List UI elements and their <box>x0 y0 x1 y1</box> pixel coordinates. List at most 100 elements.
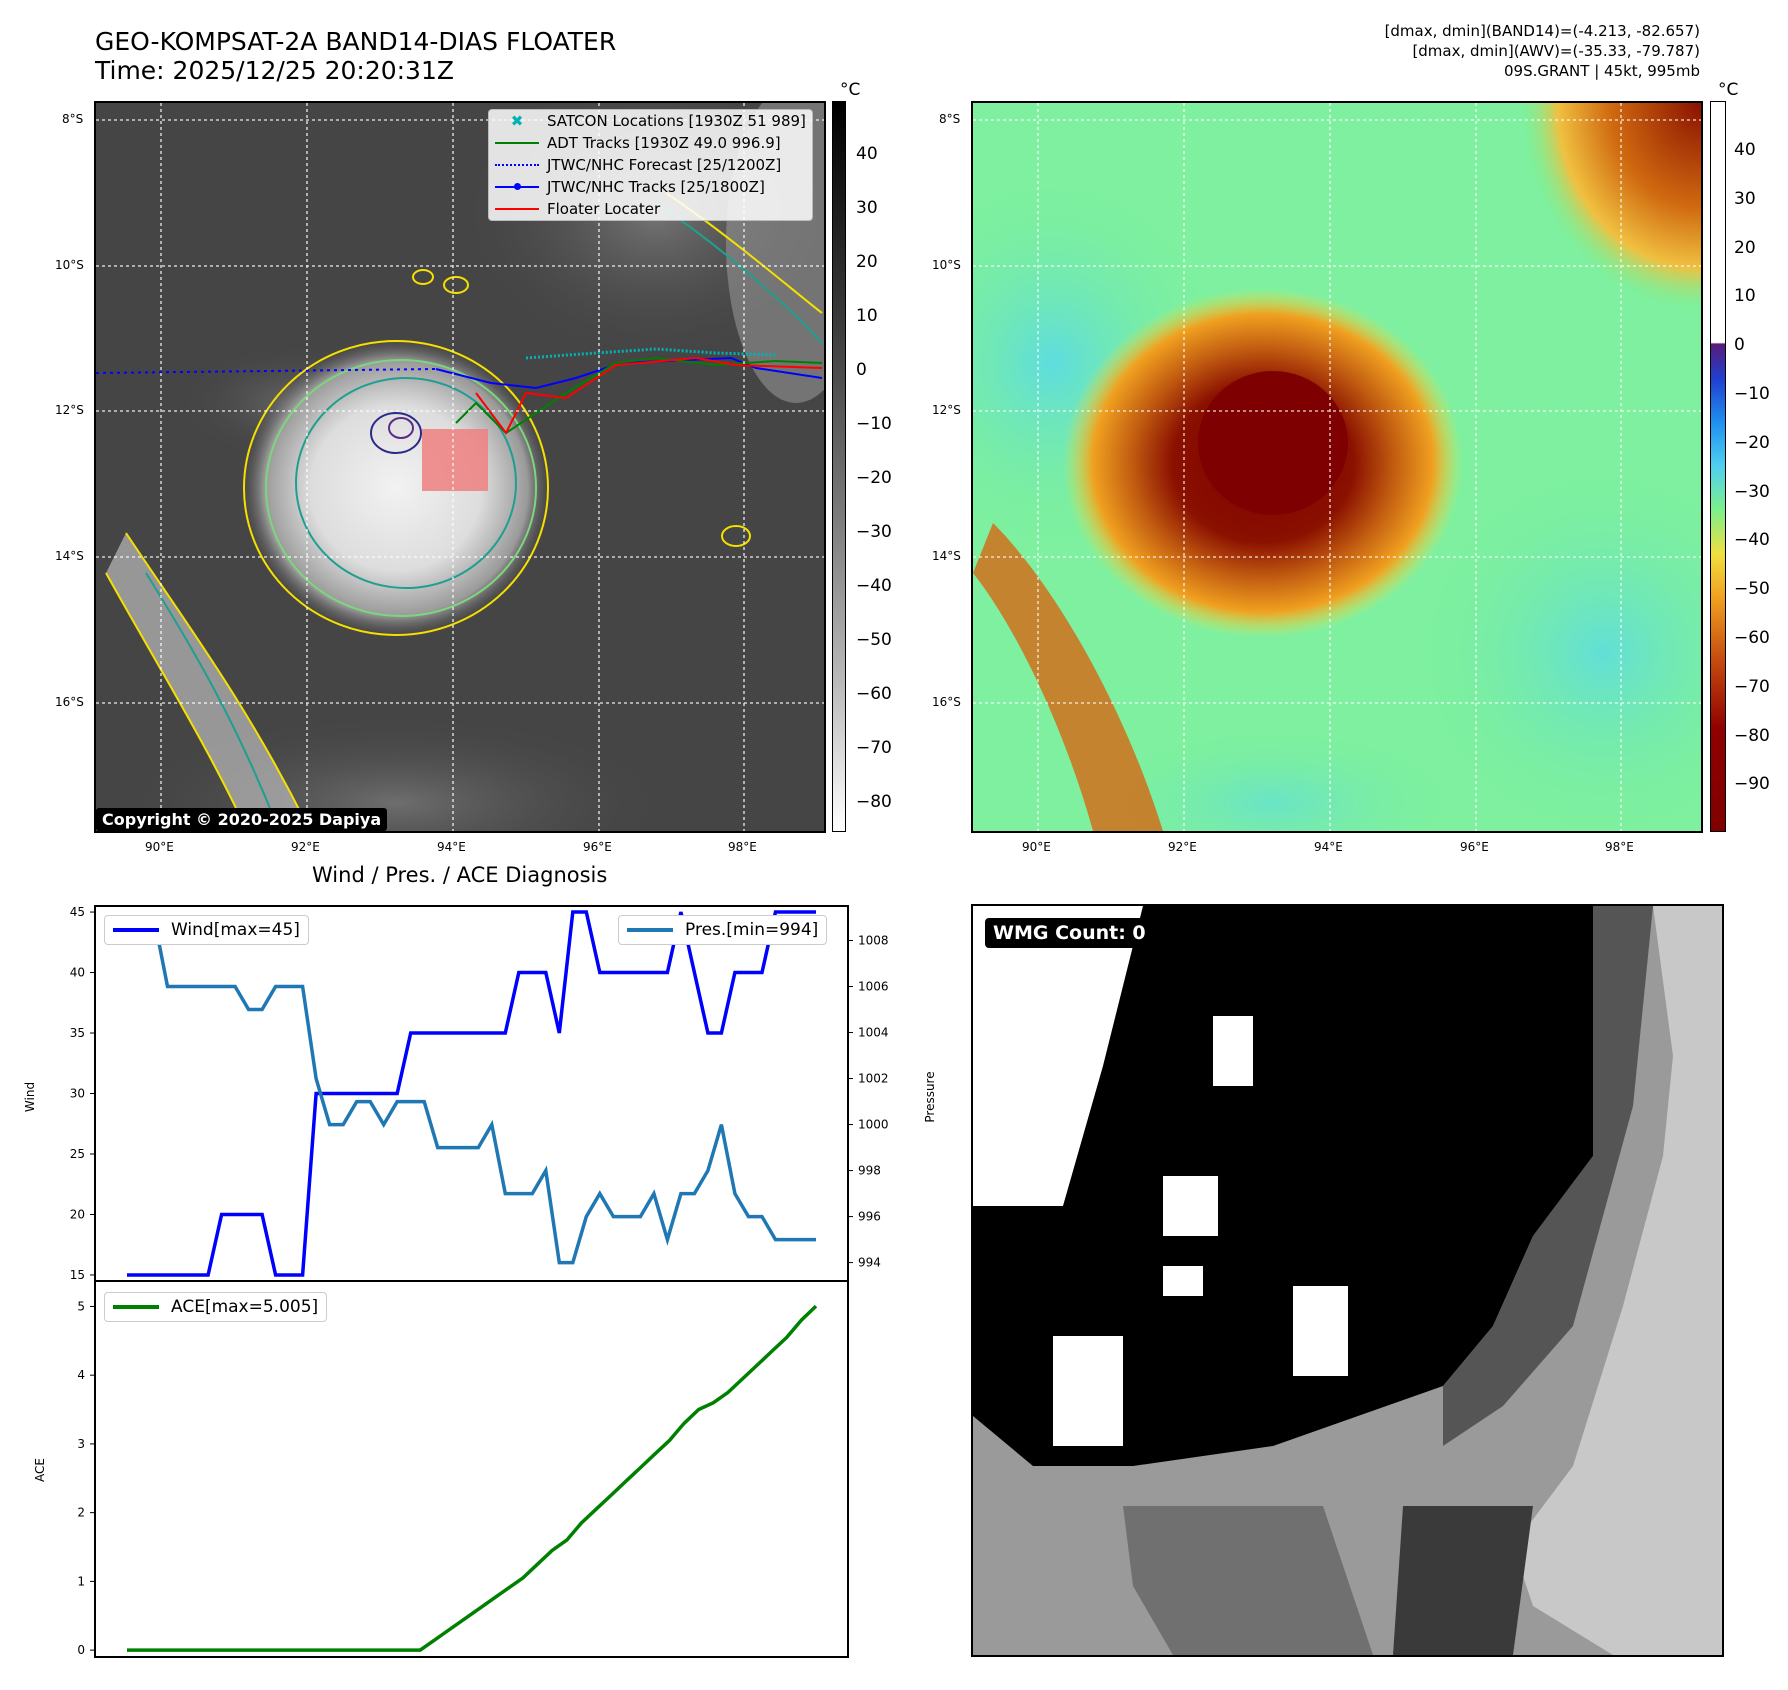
ace-ytick-label: 2 <box>77 1506 85 1520</box>
pressure-ytick-label: 1006 <box>858 980 889 994</box>
ir-colorbar-tick: 40 <box>856 144 878 164</box>
ir-colorbar-tick: 10 <box>856 306 878 326</box>
awv-lat-label: 8°S <box>939 112 961 126</box>
ace-axes <box>94 1280 849 1658</box>
wind-legend-swatch <box>113 928 159 932</box>
ir-satellite-image <box>96 103 824 831</box>
ir-legend-label: JTWC/NHC Forecast [25/1200Z] <box>547 156 782 174</box>
awv-colorbar-tick: −70 <box>1734 676 1770 697</box>
ace-ytick-label: 3 <box>77 1437 85 1451</box>
copyright-label: Copyright © 2020-2025 Dapiya <box>96 808 388 831</box>
ir-legend-swatch <box>495 142 539 144</box>
ir-colorbar-tick: −70 <box>856 738 892 758</box>
ir-lat-label: 8°S <box>62 112 84 126</box>
awv-lat-label: 16°S <box>932 695 961 709</box>
info-line-2: [dmax, dmin](AWV)=(-35.33, -79.787) <box>1412 42 1700 60</box>
wind-pressure-axes <box>94 905 849 1282</box>
awv-colorbar-tick: −10 <box>1734 384 1770 404</box>
awv-colorbar-tick: 40 <box>1734 140 1756 160</box>
pressure-line <box>127 915 816 1265</box>
pressure-legend: Pres.[min=994] <box>618 915 828 945</box>
awv-colorbar-tick: −40 <box>1734 530 1770 551</box>
info-line-1: [dmax, dmin](BAND14)=(-4.213, -82.657) <box>1384 22 1700 40</box>
ir-legend-item: JTWC/NHC Forecast [25/1200Z] <box>489 154 812 176</box>
wind-ytick-label: 25 <box>70 1147 85 1161</box>
ir-legend-label: SATCON Locations [1930Z 51 989] <box>547 112 806 130</box>
awv-lat-label: 14°S <box>932 549 961 563</box>
awv-colorbar-tick: 30 <box>1734 188 1756 209</box>
ace-legend: ACE[max=5.005] <box>104 1292 328 1322</box>
ir-lon-label: 98°E <box>728 840 757 854</box>
ir-legend-label: JTWC/NHC Tracks [25/1800Z] <box>547 178 765 196</box>
awv-lon-label: 98°E <box>1605 840 1634 854</box>
wmg-panel: WMG Count: 0 <box>971 904 1724 1657</box>
pressure-legend-label: Pres.[min=994] <box>685 920 819 940</box>
ir-legend-item: JTWC/NHC Tracks [25/1800Z] <box>489 176 812 198</box>
ir-lat-label: 10°S <box>55 258 84 272</box>
wind-ytick-label: 35 <box>70 1026 85 1040</box>
pressure-ytick-label: 1004 <box>858 1026 889 1040</box>
ir-colorbar-tick: −20 <box>856 468 892 488</box>
ir-lat-label: 16°S <box>55 695 84 709</box>
awv-colorbar <box>1710 101 1726 832</box>
pressure-ytick-label: 998 <box>858 1164 881 1178</box>
awv-lat-label: 12°S <box>932 403 961 417</box>
ir-colorbar-tick: 0 <box>856 360 867 380</box>
ir-colorbar-tick: 20 <box>856 252 878 272</box>
wind-ytick-label: 15 <box>70 1268 85 1282</box>
pressure-ytick-label: 994 <box>858 1256 881 1270</box>
awv-colorbar-tick: −60 <box>1734 628 1770 648</box>
pressure-ytick-label: 996 <box>858 1210 881 1224</box>
ir-colorbar-unit: °C <box>840 80 861 100</box>
ir-colorbar-tick: 30 <box>856 198 878 218</box>
wind-line <box>127 910 816 1277</box>
ir-colorbar-tick: −40 <box>856 576 892 596</box>
awv-panel <box>971 101 1703 833</box>
ir-lat-label: 14°S <box>55 549 84 563</box>
ir-colorbar-tick: −30 <box>856 522 892 542</box>
ir-lat-label: 12°S <box>55 403 84 417</box>
ir-legend: ✖ SATCON Locations [1930Z 51 989] ADT Trac… <box>488 109 813 221</box>
awv-lon-label: 96°E <box>1460 840 1489 854</box>
ir-legend-marker <box>514 183 521 190</box>
diagnosis-title: Wind / Pres. / ACE Diagnosis <box>312 863 608 887</box>
awv-colorbar-tick: −20 <box>1734 432 1770 453</box>
title-line-2: Time: 2025/12/25 20:20:31Z <box>95 56 454 85</box>
ace-ytick-label: 1 <box>77 1574 85 1588</box>
wind-ytick-label: 45 <box>70 905 85 919</box>
wind-ytick-label: 30 <box>70 1087 85 1101</box>
ir-legend-swatch: ✖ <box>510 112 524 130</box>
awv-image <box>973 103 1701 831</box>
wind-legend: Wind[max=45] <box>104 915 309 945</box>
awv-colorbar-tick: −50 <box>1734 579 1770 600</box>
ir-lon-label: 90°E <box>145 840 174 854</box>
ir-colorbar-tick: −80 <box>856 792 892 812</box>
ir-legend-item: ✖ SATCON Locations [1930Z 51 989] <box>489 110 812 132</box>
wmg-image <box>973 906 1722 1655</box>
ir-legend-item: ADT Tracks [1930Z 49.0 996.9] <box>489 132 812 154</box>
awv-colorbar-tick: 0 <box>1734 335 1745 356</box>
ace-legend-label: ACE[max=5.005] <box>171 1297 319 1317</box>
ir-lon-label: 96°E <box>583 840 612 854</box>
ir-legend-swatch <box>495 164 539 166</box>
awv-colorbar-tick: −30 <box>1734 481 1770 502</box>
wind-ytick-label: 40 <box>70 966 85 980</box>
ir-colorbar-tick: −50 <box>856 630 892 650</box>
ir-legend-swatch <box>495 208 539 210</box>
ir-colorbar-tick: −10 <box>856 414 892 434</box>
ir-legend-item: Floater Locater <box>489 198 812 220</box>
info-line-3: 09S.GRANT | 45kt, 995mb <box>1503 62 1700 80</box>
awv-colorbar-tick: 20 <box>1734 237 1756 258</box>
ir-legend-swatch <box>495 183 539 190</box>
awv-lon-label: 94°E <box>1314 840 1343 854</box>
ace-legend-swatch <box>113 1305 159 1309</box>
ir-legend-label: ADT Tracks [1930Z 49.0 996.9] <box>547 134 781 152</box>
ir-satellite-panel: ✖ SATCON Locations [1930Z 51 989] ADT Trac… <box>94 101 826 833</box>
title-line-1: GEO-KOMPSAT-2A BAND14-DIAS FLOATER <box>95 27 617 56</box>
awv-colorbar-unit: °C <box>1718 80 1739 100</box>
pressure-legend-swatch <box>627 928 673 932</box>
awv-lon-label: 90°E <box>1022 840 1051 854</box>
ir-colorbar-tick: −60 <box>856 684 892 704</box>
awv-lon-label: 92°E <box>1168 840 1197 854</box>
